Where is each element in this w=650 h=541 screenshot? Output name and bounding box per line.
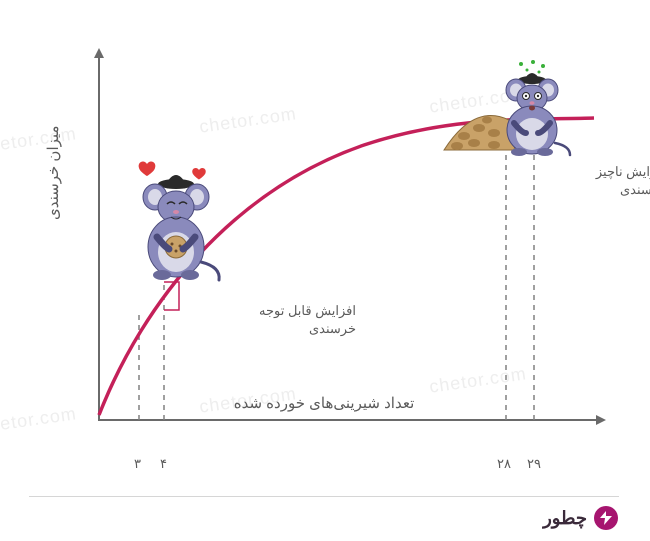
- y-axis-label: میزان خرسندی: [45, 126, 63, 220]
- mouse-satiated-icon: [440, 58, 575, 158]
- x-axis-label: تعداد شیرینی‌های خورده شده: [35, 394, 615, 412]
- logo-icon: [594, 505, 620, 531]
- logo-text: چطور: [544, 508, 588, 529]
- xtick: ۴: [161, 456, 168, 472]
- xtick: ۲۸: [498, 456, 512, 472]
- utility-chart: میزان خرسندی تعداد شیرینی‌های خورده شده …: [35, 20, 615, 480]
- y-arrow: [95, 48, 105, 58]
- annotation-small-gain: افزایش ناچیز خرسندی: [578, 163, 650, 199]
- mouse-happy-icon: [130, 152, 225, 282]
- brand-logo: چطور: [544, 505, 620, 531]
- xtick: ۳: [135, 456, 142, 472]
- footer-divider: [30, 496, 620, 497]
- x-arrow: [597, 415, 607, 425]
- xtick: ۲۹: [528, 456, 542, 472]
- annotation-large-gain: افزایش قابل توجه خرسندی: [260, 302, 357, 338]
